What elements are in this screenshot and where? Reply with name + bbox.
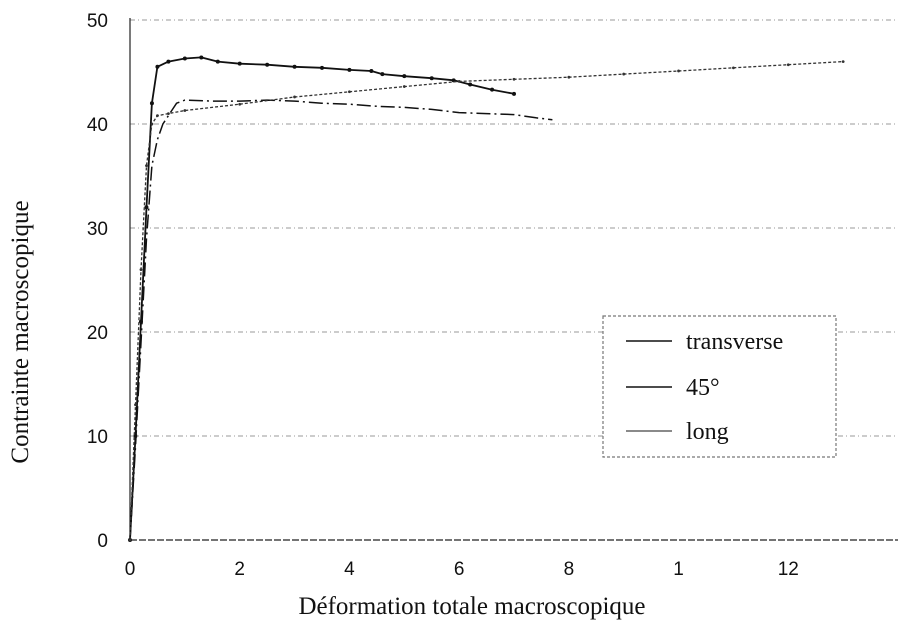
series-2-point — [293, 95, 296, 99]
x-tick-label-1: 2 — [234, 559, 245, 580]
y-tick-label-1: 10 — [87, 427, 108, 448]
series-2-point — [128, 538, 132, 542]
series-0-point — [215, 59, 220, 64]
y-tick-label-2: 20 — [87, 323, 108, 344]
series-0-line — [129, 56, 515, 541]
series-0-point — [402, 74, 407, 79]
x-tick-label-4: 8 — [564, 559, 575, 580]
series-0-point — [182, 56, 187, 61]
legend: transverse 45° long — [602, 315, 837, 458]
series-0-point — [347, 67, 352, 72]
series-0-point — [265, 62, 270, 67]
series-2-point — [786, 63, 790, 67]
series-2-point — [567, 75, 571, 79]
series-2 — [128, 60, 845, 542]
series-0-point — [149, 101, 154, 106]
series-2-point — [677, 69, 680, 73]
x-tick-label-2: 4 — [344, 559, 355, 580]
series-2-point — [512, 77, 516, 81]
series-2-point — [622, 72, 626, 76]
series-2-point — [134, 403, 137, 407]
series-2-point — [841, 60, 845, 63]
plot-area — [128, 55, 845, 542]
series-2-point — [732, 66, 735, 70]
x-tick-label-0: 0 — [125, 559, 136, 580]
y-tick-label-0: 0 — [97, 531, 108, 552]
series-0-point — [512, 91, 516, 96]
series-2-point — [139, 268, 143, 271]
series-0-point — [292, 64, 297, 69]
series-1 — [129, 99, 553, 541]
x-tick-label-3: 6 — [454, 559, 465, 580]
y-tick-label-3: 30 — [87, 219, 108, 240]
series-0-point — [144, 205, 149, 210]
legend-label-long: long — [686, 419, 729, 445]
axes — [129, 18, 898, 541]
y-tick-label-4: 40 — [87, 115, 108, 136]
series-0-point — [490, 87, 495, 92]
series-0-point — [166, 59, 171, 64]
x-tick-label-6: 12 — [778, 559, 799, 580]
x-tick-label-5: 1 — [673, 559, 684, 580]
x-axis-title: Déformation totale macroscopique — [298, 593, 645, 620]
y-tick-label-5: 50 — [87, 11, 108, 32]
series-1-line — [129, 99, 553, 541]
series-0-point — [155, 64, 160, 69]
series-0 — [128, 55, 516, 542]
legend-box — [602, 315, 837, 458]
series-0-point — [380, 72, 385, 77]
series-2-line — [129, 60, 844, 541]
series-2-point — [457, 79, 461, 83]
y-axis-title: Contrainte macroscopique — [7, 200, 34, 463]
y-tick-labels: 0 10 20 30 40 50 — [87, 11, 108, 552]
series-0-point — [320, 65, 324, 70]
series-2-point — [238, 102, 242, 106]
series-2-point — [167, 112, 170, 115]
series-2-point — [145, 164, 148, 168]
x-tick-labels: 0 2 4 6 8 1 12 — [125, 559, 799, 580]
series-2-point — [183, 109, 187, 112]
series-2-point — [348, 90, 351, 94]
series-2-point — [150, 122, 154, 126]
series-0-point — [429, 76, 434, 81]
series-2-point — [402, 85, 406, 88]
series-0-point — [199, 55, 204, 60]
series-0-point — [237, 61, 242, 66]
series-0-point — [468, 82, 473, 87]
series-2-point — [156, 114, 159, 118]
legend-label-45: 45° — [686, 375, 720, 401]
series-0-point — [369, 68, 374, 73]
legend-label-transverse: transverse — [686, 329, 783, 355]
